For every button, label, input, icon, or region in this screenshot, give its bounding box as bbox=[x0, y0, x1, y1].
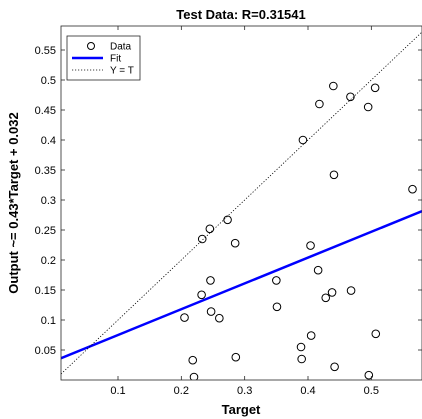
data-point bbox=[346, 92, 355, 102]
plot-frame bbox=[60, 25, 422, 381]
data-point bbox=[408, 184, 417, 194]
legend: Data Fit Y = T bbox=[66, 35, 141, 81]
y-tick-label: 0.15 bbox=[35, 285, 56, 297]
data-point bbox=[329, 170, 339, 180]
data-point bbox=[206, 307, 216, 316]
lines-layer bbox=[61, 31, 422, 375]
data-point bbox=[272, 276, 281, 285]
y-tick-label: 0.4 bbox=[41, 135, 56, 147]
data-point bbox=[363, 102, 373, 112]
data-point bbox=[197, 234, 207, 244]
data-point bbox=[206, 276, 215, 285]
data-point bbox=[321, 293, 331, 303]
x-tick-label: 0.3 bbox=[237, 385, 252, 397]
identity-line bbox=[61, 31, 422, 375]
y-tick-label: 0.25 bbox=[35, 225, 56, 237]
data-point bbox=[231, 352, 241, 362]
data-point bbox=[327, 288, 337, 297]
x-tick-label: 0.5 bbox=[364, 385, 379, 397]
y-tick-label: 0.1 bbox=[41, 315, 56, 327]
y-tick-label: 0.35 bbox=[35, 165, 56, 177]
data-point bbox=[230, 238, 240, 248]
data-point bbox=[205, 224, 215, 234]
data-point bbox=[306, 331, 316, 340]
x-axis-ticks: 0.1 0.2 0.3 0.4 0.5 bbox=[110, 26, 379, 397]
legend-label-fit: Fit bbox=[110, 54, 121, 65]
y-axis-label: Output ~= 0.43*Target + 0.032 bbox=[6, 112, 21, 293]
data-point bbox=[223, 215, 232, 225]
data-point bbox=[297, 354, 306, 364]
data-point bbox=[370, 83, 380, 93]
data-point bbox=[306, 241, 315, 250]
data-point bbox=[346, 286, 356, 295]
y-axis-ticks: 0.05 0.1 0.15 0.2 0.25 0.3 0.35 0.4 0.45 0.5 0.55 bbox=[35, 45, 422, 357]
data-point bbox=[298, 135, 308, 145]
x-tick-label: 0.2 bbox=[174, 385, 189, 397]
data-point bbox=[188, 355, 198, 365]
x-axis-label: Target bbox=[222, 402, 261, 417]
data-point bbox=[215, 313, 224, 323]
y-tick-label: 0.05 bbox=[35, 345, 56, 357]
y-tick-label: 0.45 bbox=[35, 105, 56, 117]
y-tick-label: 0.55 bbox=[35, 45, 56, 57]
data-point bbox=[364, 370, 374, 380]
y-tick-label: 0.3 bbox=[41, 195, 56, 207]
chart-title: Test Data: R=0.31541 bbox=[176, 7, 305, 22]
data-point bbox=[315, 99, 324, 109]
legend-label-data: Data bbox=[110, 42, 132, 53]
fit-line bbox=[61, 210, 422, 360]
x-tick-label: 0.1 bbox=[110, 385, 125, 397]
y-tick-label: 0.5 bbox=[41, 75, 56, 87]
y-tick-label: 0.2 bbox=[41, 255, 56, 267]
plot-area bbox=[61, 26, 422, 380]
data-point bbox=[371, 329, 381, 339]
data-point bbox=[330, 362, 339, 372]
data-point bbox=[189, 372, 199, 380]
legend-label-identity: Y = T bbox=[110, 66, 134, 77]
data-point bbox=[197, 290, 206, 300]
legend-marker-data bbox=[87, 42, 95, 50]
data-points-layer bbox=[180, 81, 417, 380]
x-tick-label: 0.4 bbox=[300, 385, 315, 397]
data-point bbox=[329, 81, 338, 91]
data-point bbox=[272, 302, 282, 312]
data-point bbox=[313, 265, 323, 275]
data-point bbox=[296, 342, 306, 352]
data-point bbox=[180, 313, 189, 322]
